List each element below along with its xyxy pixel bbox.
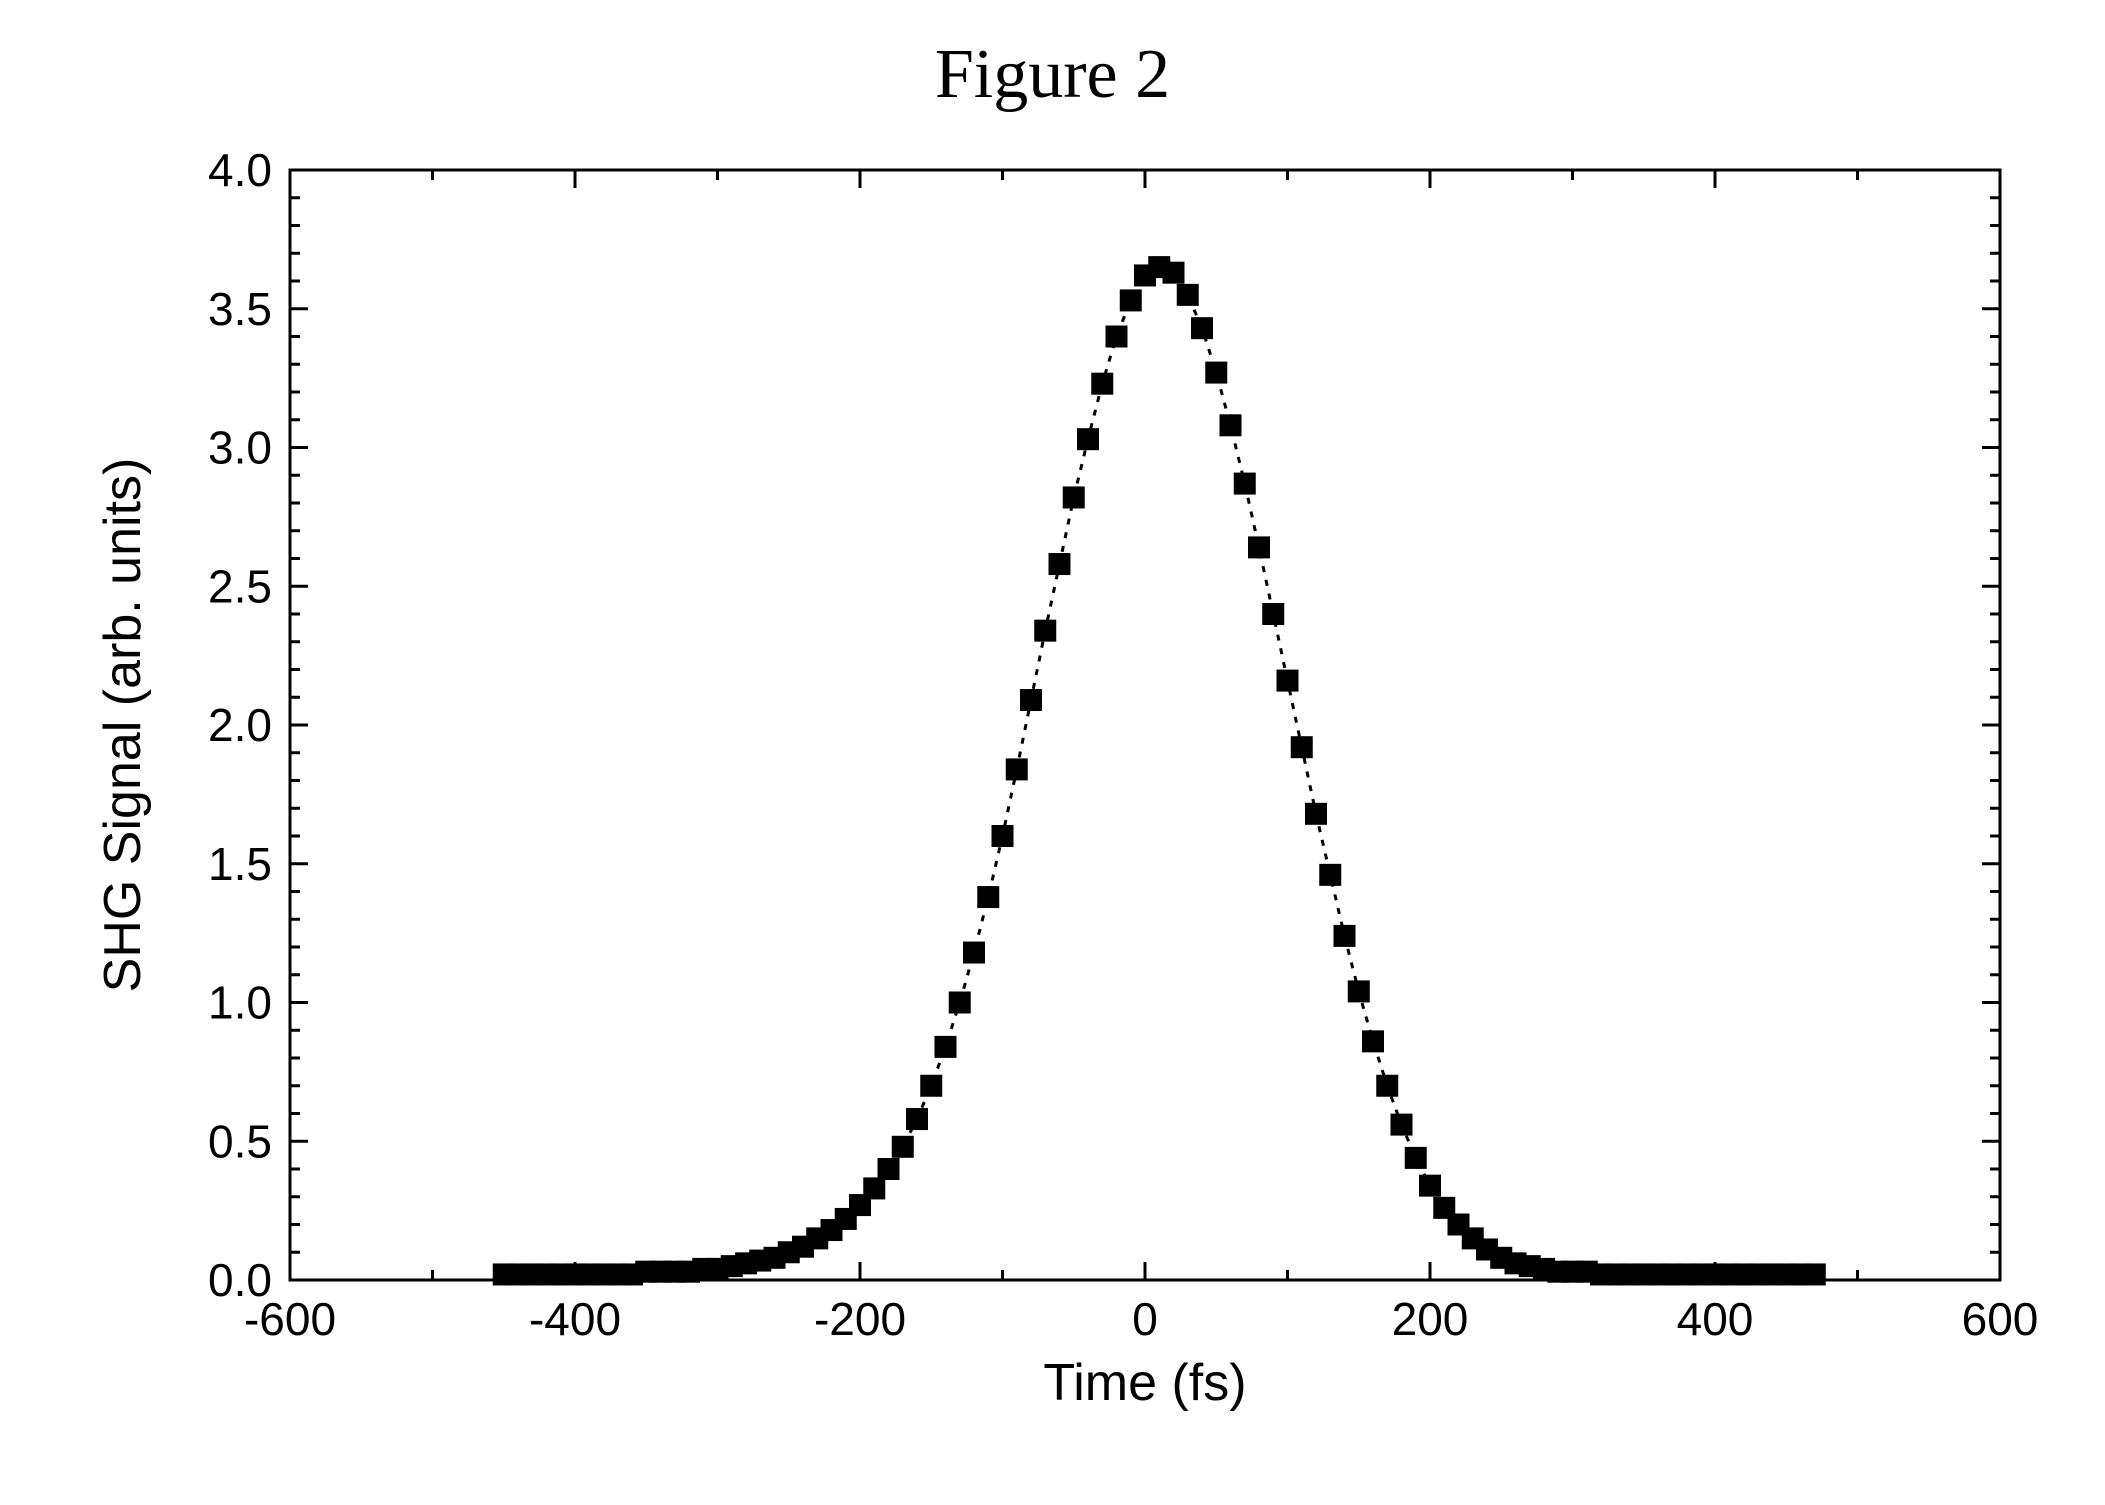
y-tick-label: 0.5	[208, 1115, 272, 1167]
chart-bg	[60, 140, 2045, 1460]
y-tick-label: 0.0	[208, 1254, 272, 1306]
data-marker	[1262, 603, 1284, 625]
data-marker	[977, 886, 999, 908]
data-marker	[1177, 284, 1199, 306]
data-marker	[1220, 414, 1242, 436]
y-tick-label: 3.0	[208, 422, 272, 474]
x-axis-label: Time (fs)	[1043, 1354, 1246, 1412]
chart-container: -600-400-20002004006000.00.51.01.52.02.5…	[60, 140, 2045, 1460]
data-marker	[1362, 1030, 1384, 1052]
data-marker	[1291, 736, 1313, 758]
y-tick-label: 2.5	[208, 560, 272, 612]
x-tick-label: 0	[1132, 1293, 1158, 1345]
y-tick-label: 1.0	[208, 977, 272, 1029]
shg-signal-chart: -600-400-20002004006000.00.51.01.52.02.5…	[60, 140, 2045, 1460]
data-marker	[1191, 317, 1213, 339]
x-tick-label: -400	[529, 1293, 621, 1345]
data-marker	[963, 942, 985, 964]
data-marker	[1063, 486, 1085, 508]
y-tick-label: 1.5	[208, 838, 272, 890]
data-marker	[1006, 758, 1028, 780]
data-marker	[920, 1075, 942, 1097]
page: Figure 2 -600-400-20002004006000.00.51.0…	[0, 0, 2105, 1505]
data-marker	[1376, 1075, 1398, 1097]
data-marker	[1348, 980, 1370, 1002]
y-tick-label: 2.0	[208, 699, 272, 751]
x-tick-label: -200	[814, 1293, 906, 1345]
x-tick-label: 200	[1392, 1293, 1469, 1345]
x-tick-label: 600	[1962, 1293, 2039, 1345]
y-axis-label: SHG Signal (arb. units)	[94, 458, 152, 993]
data-marker	[1405, 1147, 1427, 1169]
data-marker	[1334, 925, 1356, 947]
data-marker	[906, 1108, 928, 1130]
data-marker	[1077, 428, 1099, 450]
data-marker	[1234, 473, 1256, 495]
data-marker	[992, 825, 1014, 847]
data-marker	[1034, 620, 1056, 642]
data-marker	[892, 1136, 914, 1158]
data-marker	[1277, 670, 1299, 692]
data-marker	[1305, 803, 1327, 825]
data-marker	[1419, 1175, 1441, 1197]
data-marker	[1319, 864, 1341, 886]
y-tick-label: 4.0	[208, 144, 272, 196]
data-marker	[1163, 262, 1185, 284]
data-marker	[1248, 536, 1270, 558]
y-tick-label: 3.5	[208, 283, 272, 335]
data-marker	[863, 1177, 885, 1199]
x-tick-label: 400	[1677, 1293, 1754, 1345]
data-marker	[949, 992, 971, 1014]
figure-title: Figure 2	[0, 35, 2105, 115]
data-marker	[1804, 1263, 1826, 1285]
data-marker	[1020, 689, 1042, 711]
data-marker	[1106, 326, 1128, 348]
data-marker	[1205, 362, 1227, 384]
data-marker	[935, 1036, 957, 1058]
data-marker	[1091, 373, 1113, 395]
data-marker	[1120, 289, 1142, 311]
data-marker	[1391, 1114, 1413, 1136]
data-marker	[878, 1158, 900, 1180]
data-marker	[1049, 553, 1071, 575]
